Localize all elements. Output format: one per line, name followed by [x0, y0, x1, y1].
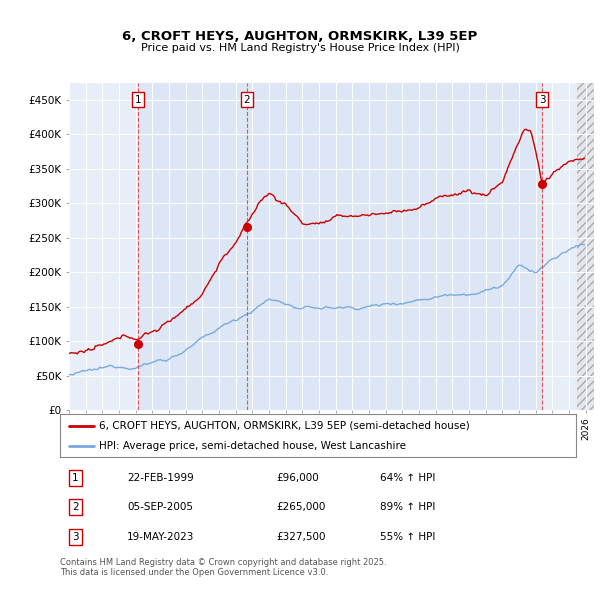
- Text: 64% ↑ HPI: 64% ↑ HPI: [380, 473, 435, 483]
- Text: Price paid vs. HM Land Registry's House Price Index (HPI): Price paid vs. HM Land Registry's House …: [140, 44, 460, 53]
- Text: 1: 1: [134, 95, 142, 105]
- Text: 1: 1: [72, 473, 79, 483]
- Text: HPI: Average price, semi-detached house, West Lancashire: HPI: Average price, semi-detached house,…: [98, 441, 406, 451]
- Text: Contains HM Land Registry data © Crown copyright and database right 2025.
This d: Contains HM Land Registry data © Crown c…: [60, 558, 386, 577]
- Bar: [577, 83, 594, 410]
- Text: 22-FEB-1999: 22-FEB-1999: [127, 473, 194, 483]
- Text: 3: 3: [539, 95, 545, 105]
- Text: £327,500: £327,500: [277, 532, 326, 542]
- Text: 3: 3: [72, 532, 79, 542]
- Text: £96,000: £96,000: [277, 473, 319, 483]
- Text: 89% ↑ HPI: 89% ↑ HPI: [380, 503, 435, 512]
- Text: 6, CROFT HEYS, AUGHTON, ORMSKIRK, L39 5EP: 6, CROFT HEYS, AUGHTON, ORMSKIRK, L39 5E…: [122, 30, 478, 43]
- Text: 2: 2: [244, 95, 250, 105]
- Text: 2: 2: [72, 503, 79, 512]
- Bar: [138, 83, 247, 410]
- Bar: [247, 83, 542, 410]
- Text: £265,000: £265,000: [277, 503, 326, 512]
- Text: 55% ↑ HPI: 55% ↑ HPI: [380, 532, 435, 542]
- Text: 19-MAY-2023: 19-MAY-2023: [127, 532, 194, 542]
- Text: 6, CROFT HEYS, AUGHTON, ORMSKIRK, L39 5EP (semi-detached house): 6, CROFT HEYS, AUGHTON, ORMSKIRK, L39 5E…: [98, 421, 469, 431]
- Bar: [577, 83, 594, 410]
- Text: 05-SEP-2005: 05-SEP-2005: [127, 503, 193, 512]
